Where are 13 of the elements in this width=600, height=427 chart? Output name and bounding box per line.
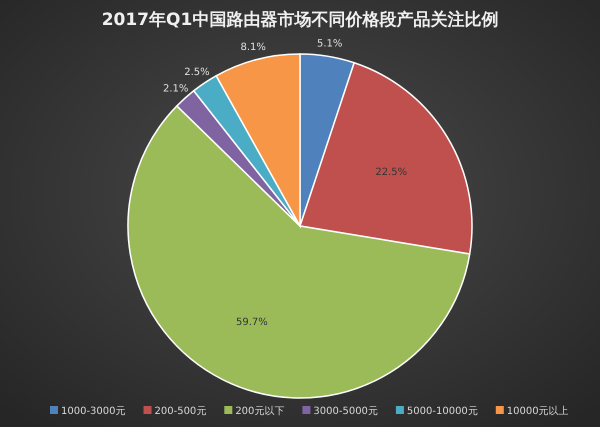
legend-label: 1000-3000元 — [61, 406, 126, 417]
chart-title: 2017年Q1中国路由器市场不同价格段产品关注比例 — [102, 10, 498, 30]
data-label: 2.1% — [162, 84, 188, 95]
legend-label: 3000-5000元 — [313, 406, 378, 417]
legend-label: 10000元以上 — [506, 405, 569, 417]
legend-label: 200-500元 — [154, 406, 206, 417]
data-label: 2.5% — [184, 67, 210, 78]
slice-label: 200元以下 — [235, 405, 284, 417]
data-label: 59.7% — [236, 317, 268, 328]
data-label: 22.5% — [375, 166, 408, 178]
legend-label: 5000-10000元 — [406, 406, 478, 417]
data-label: 8.1% — [240, 42, 266, 53]
data-label: 5.1% — [316, 38, 342, 50]
